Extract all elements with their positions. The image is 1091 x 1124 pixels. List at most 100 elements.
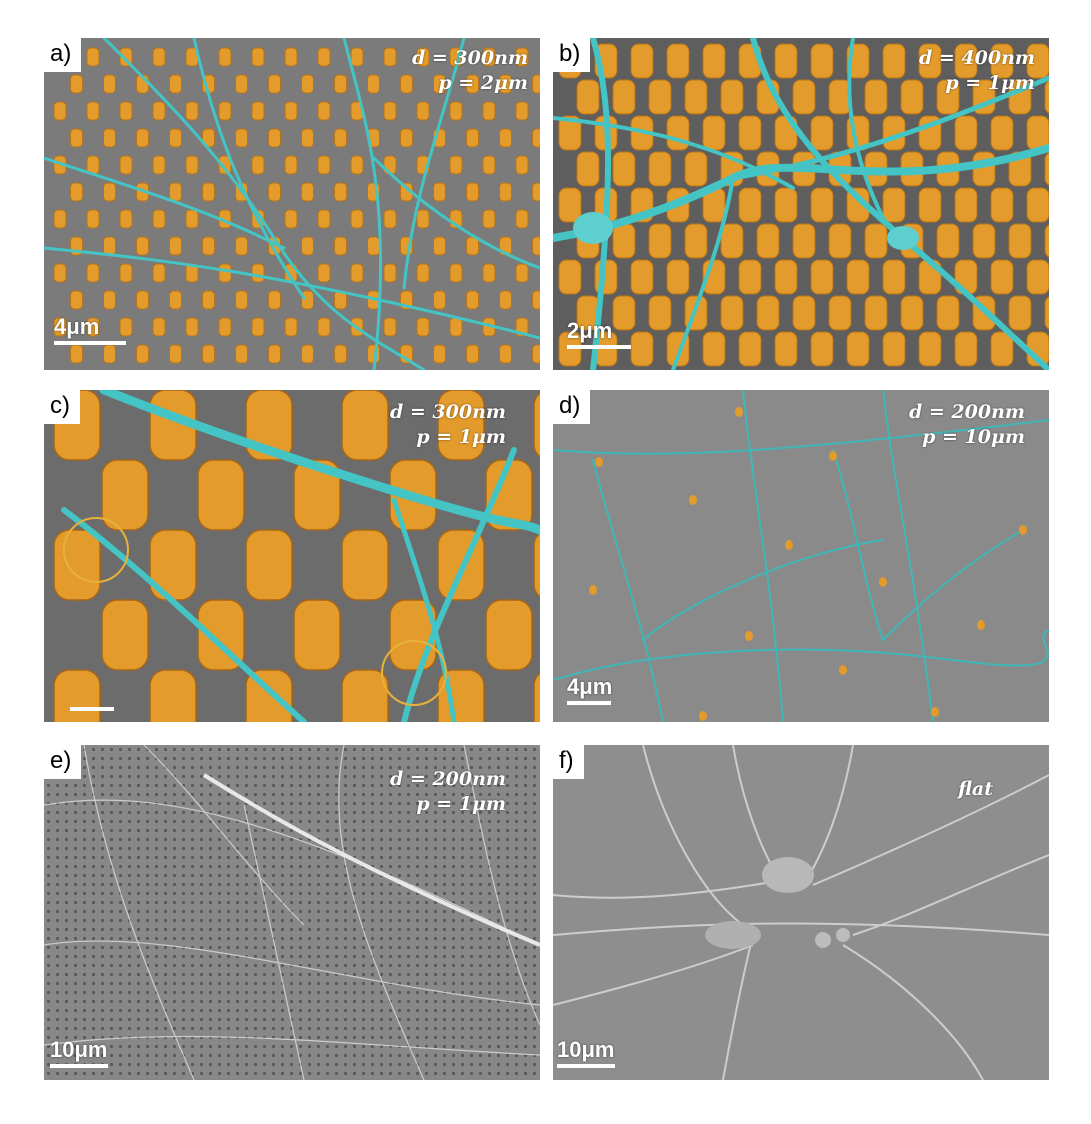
nanopillar: [149, 669, 197, 722]
nanopillar: [954, 187, 978, 223]
nanopillar: [684, 223, 708, 259]
nanopillar: [612, 295, 636, 331]
nanopillar: [828, 223, 852, 259]
nanopillar: [558, 259, 582, 295]
nanopillar: [70, 128, 83, 148]
sem-image-d: [553, 390, 1049, 722]
panel-c: c) d = 300nm p = 1μm: [44, 390, 540, 722]
nanopillar: [1044, 80, 1049, 114]
nanopillar: [334, 74, 347, 94]
param-line: p = 1μm: [416, 426, 506, 448]
nanopillar: [482, 263, 496, 283]
sem-image-e: [44, 745, 540, 1080]
panel-label-e: e): [44, 745, 82, 779]
nanopillar: [449, 263, 463, 283]
nanopillar: [666, 259, 690, 295]
nanopillar: [466, 74, 479, 94]
nanopillar: [990, 43, 1014, 79]
nanopillar: [136, 128, 149, 148]
nanopillar: [630, 43, 654, 79]
nanopillar: [169, 236, 182, 256]
panel-label-b: b): [553, 38, 591, 72]
nanopillar: [293, 599, 341, 671]
nanopillar: [218, 47, 232, 67]
nanopillar: [1026, 187, 1049, 223]
nanopillar: [738, 259, 762, 295]
nanopillar: [341, 529, 389, 601]
nanopillar: [235, 290, 248, 310]
nanopillar: [185, 317, 199, 337]
nanopillar: [251, 101, 265, 121]
nanopillar: [954, 331, 978, 367]
panel-label-a: a): [44, 38, 82, 72]
param-line: p = 1μm: [416, 793, 506, 815]
nanopillar: [185, 209, 199, 229]
nanopillar: [268, 74, 281, 94]
nanopillar: [103, 182, 116, 202]
nanopillar: [828, 295, 852, 331]
param-line: d = 300nm: [389, 401, 506, 423]
nanopillar: [341, 390, 389, 461]
nanopillar: [756, 295, 780, 331]
nanopillar: [532, 290, 540, 310]
nanopillar: [268, 290, 281, 310]
nanopillar: [466, 128, 479, 148]
nanopillar: [103, 344, 116, 364]
nanopillar: [990, 187, 1014, 223]
nanopillar: [202, 344, 215, 364]
nanopillar: [918, 187, 942, 223]
nanopillar: [86, 263, 100, 283]
nanopillar: [936, 79, 960, 115]
nanopillar: [466, 182, 479, 202]
nanopillar: [433, 236, 446, 256]
nanopillar: [152, 317, 166, 337]
nanopillar: [612, 79, 636, 115]
nanopillar: [317, 155, 331, 175]
panel-params-a: d = 300nm p = 2μm: [412, 46, 528, 96]
nanopillar: [119, 209, 133, 229]
nanopillar: [202, 182, 215, 202]
nanopillar: [169, 344, 182, 364]
nanopillar: [301, 128, 314, 148]
nanopillar: [954, 115, 978, 151]
scale-line: [567, 701, 611, 705]
nanopillar: [416, 209, 430, 229]
nanopillar: [101, 459, 149, 531]
nanopillar: [648, 151, 672, 187]
param-line: p = 2μm: [438, 72, 528, 94]
nanopillar: [383, 47, 397, 67]
panel-e: e) d = 200nm p = 1μm 10μm: [44, 745, 540, 1080]
nanopillar: [301, 290, 314, 310]
nanopillar: [972, 223, 996, 259]
nanopillar: [383, 209, 397, 229]
nanopillar: [284, 101, 298, 121]
nanopillar: [334, 236, 347, 256]
nanopillar: [882, 43, 906, 79]
scale-bar-a: 4μm: [54, 316, 126, 345]
nanopillar: [416, 317, 430, 337]
nanopillar: [119, 155, 133, 175]
nanopillar: [383, 101, 397, 121]
nanopillar: [103, 236, 116, 256]
nanopillar: [169, 128, 182, 148]
nanopillar: [515, 47, 529, 67]
nanopillar: [53, 669, 101, 722]
nanopillar: [152, 263, 166, 283]
nanopillar: [1008, 223, 1032, 259]
nanopillar: [367, 236, 380, 256]
scale-line: [567, 345, 631, 349]
nanopillar: [284, 209, 298, 229]
panel-params-f: flat: [958, 777, 993, 802]
param-line: p = 10μm: [922, 426, 1025, 448]
nanopillar: [900, 79, 924, 115]
nanopillar: [53, 101, 67, 121]
nanopillar: [317, 263, 331, 283]
nanopillar: [720, 79, 744, 115]
nanopillar: [301, 182, 314, 202]
nanopillar: [218, 155, 232, 175]
nanopillar: [334, 182, 347, 202]
nanopillar: [990, 331, 1014, 367]
nanopillar: [666, 43, 690, 79]
highlight-circle: [381, 640, 447, 706]
nanopillar: [482, 155, 496, 175]
